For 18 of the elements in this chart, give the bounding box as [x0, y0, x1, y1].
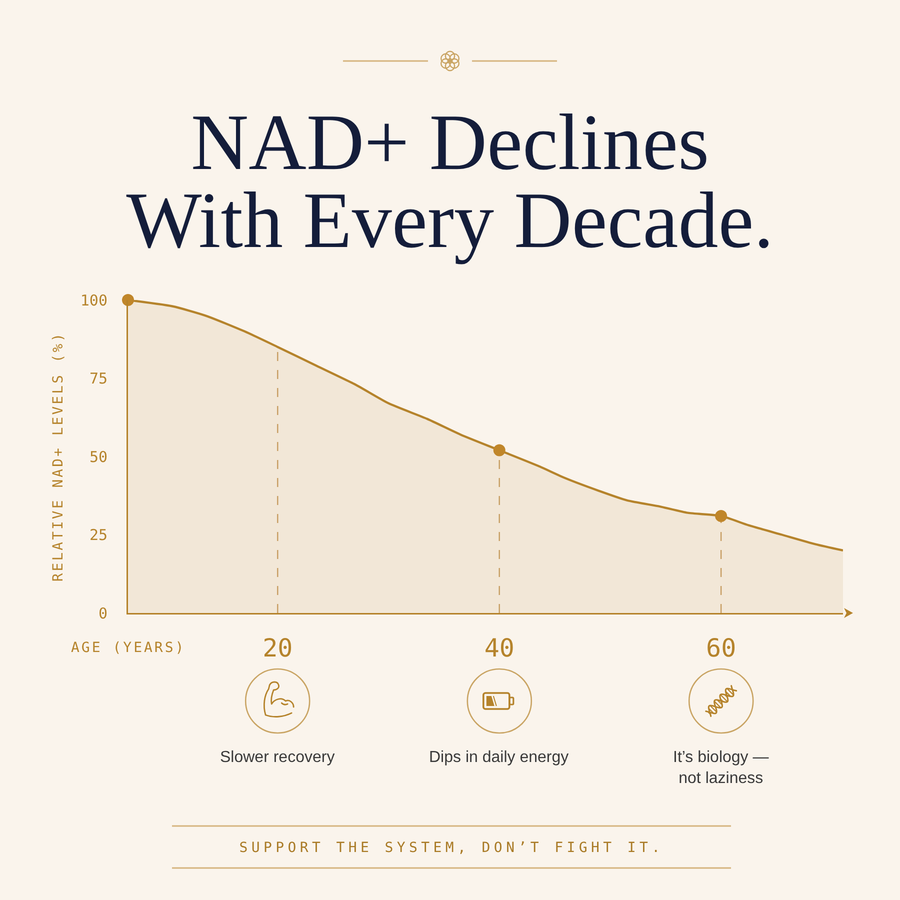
y-tick-label: 25: [89, 526, 108, 544]
x-axis-title: AGE (YEARS): [71, 640, 186, 656]
y-tick-label: 50: [89, 448, 108, 466]
text: It’s biology — not laziness: [673, 749, 769, 787]
text: Slower recovery: [220, 749, 335, 766]
chart-title: NAD+ Declines With Every Decade.: [125, 99, 775, 265]
y-axis-title: RELATIVE NAD+ LEVELS (%): [50, 331, 66, 582]
point: [493, 444, 506, 456]
x-tick-label: 40: [484, 634, 514, 662]
text: SUPPORT THE SYSTEM, DON’T FIGHT IT.: [238, 839, 665, 857]
text: Dips in daily energy: [429, 749, 569, 766]
point: [715, 510, 728, 522]
y-tick-label: 100: [80, 291, 108, 310]
x-tick-label: 60: [706, 634, 736, 662]
x-tick-label: 20: [262, 634, 293, 662]
y-tick-label: 75: [89, 370, 108, 388]
y-tick-label: 0: [98, 604, 108, 622]
point: [122, 294, 134, 306]
